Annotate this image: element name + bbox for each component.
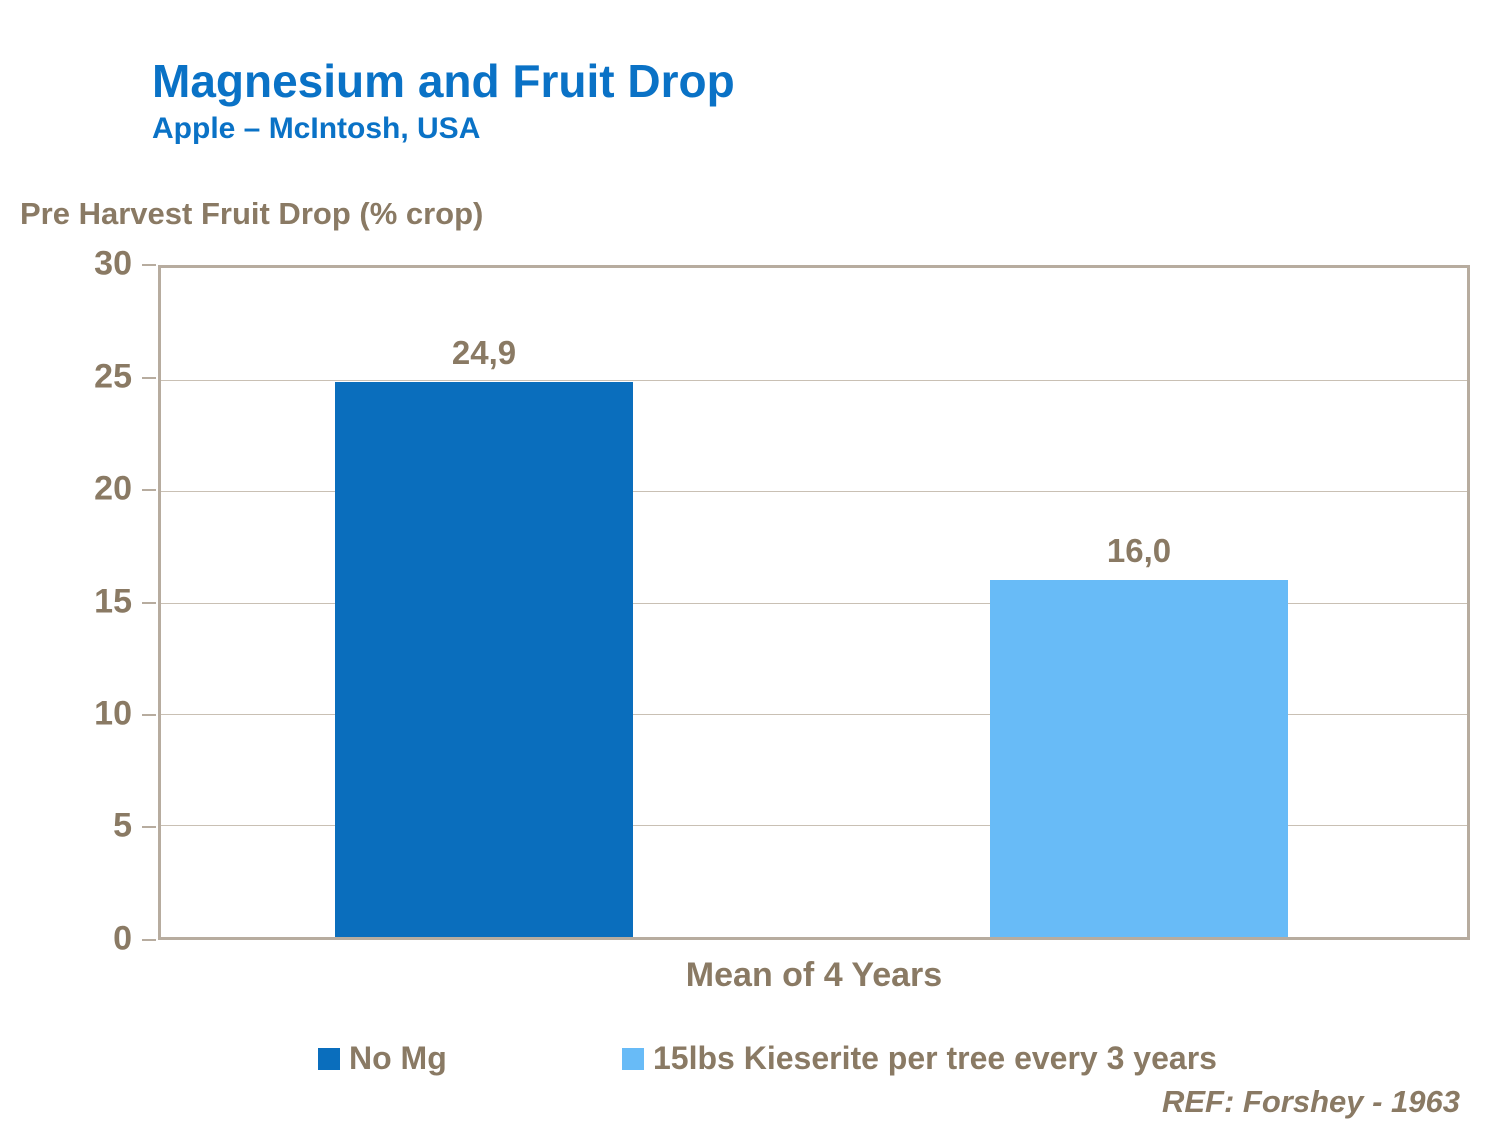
- gridline: [161, 602, 1467, 604]
- y-tick-mark: [142, 714, 156, 716]
- bar-column-kieserite: 16,0: [990, 268, 1288, 937]
- gridline: [161, 714, 1467, 715]
- y-tick-label: 0: [113, 919, 132, 958]
- gridline: [161, 825, 1467, 827]
- y-tick-mark: [142, 939, 156, 941]
- gridline: [161, 379, 1467, 381]
- legend-item-no-mg: No Mg: [318, 1040, 447, 1077]
- chart-header: Magnesium and Fruit Drop Apple – McIntos…: [152, 56, 735, 146]
- y-axis-tick-marks: [0, 264, 158, 941]
- y-tick-mark: [142, 376, 156, 379]
- bar-no-mg: [335, 381, 633, 937]
- legend-swatch-kieserite-icon: [622, 1047, 644, 1070]
- bar-value-label-kieserite: 16,0: [1106, 532, 1172, 570]
- y-tick-label: 5: [113, 807, 132, 846]
- y-tick-label: 25: [94, 357, 132, 396]
- bar-kieserite: [990, 580, 1288, 937]
- y-tick-label: 10: [94, 694, 132, 733]
- y-axis-tick-labels: 30 25 20 15 10 5 0: [0, 245, 132, 958]
- legend-label-kieserite: 15lbs Kieserite per tree every 3 years: [653, 1040, 1217, 1076]
- y-tick-label: 30: [94, 244, 132, 283]
- y-axis-title: Pre Harvest Fruit Drop (% crop): [20, 196, 484, 231]
- reference-text: REF: Forshey - 1963: [1161, 1084, 1460, 1119]
- x-axis-category-label: Mean of 4 Years: [685, 956, 943, 994]
- chart-title: Magnesium and Fruit Drop: [152, 55, 735, 107]
- legend-swatch-no-mg-icon: [318, 1047, 340, 1070]
- legend-item-kieserite: 15lbs Kieserite per tree every 3 years: [622, 1040, 1217, 1077]
- chart-subtitle: Apple – McIntosh, USA: [152, 111, 481, 145]
- bar-column-no-mg: 24,9: [335, 268, 633, 937]
- y-tick-mark: [142, 488, 156, 491]
- y-tick-label: 20: [94, 469, 132, 508]
- y-tick-label: 15: [94, 582, 132, 621]
- gridline: [161, 490, 1467, 492]
- plot-area: 24,9 16,0: [158, 265, 1470, 940]
- y-tick-mark: [142, 264, 156, 266]
- bar-value-label-no-mg: 24,9: [451, 333, 517, 371]
- y-tick-mark: [142, 826, 156, 829]
- legend-label-no-mg: No Mg: [349, 1040, 447, 1076]
- y-tick-mark: [142, 601, 156, 604]
